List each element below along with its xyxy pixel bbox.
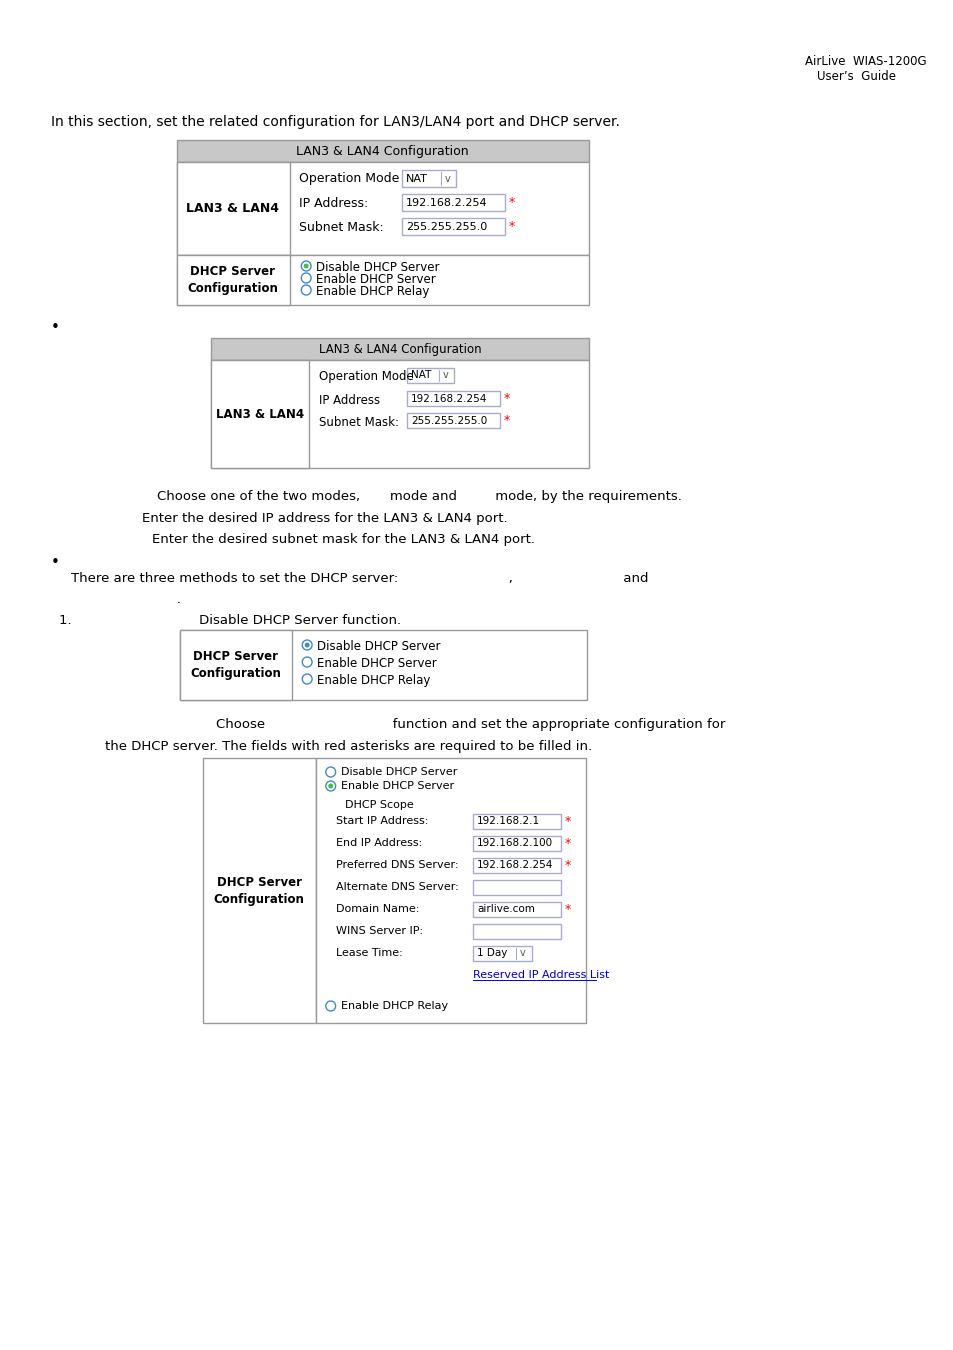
Text: There are three methods to set the DHCP server:                          ,      : There are three methods to set the DHCP … [71,572,647,585]
Bar [211,338,588,360]
Bar [407,369,454,383]
Text: *: * [563,815,570,828]
Text: v: v [519,949,525,958]
Bar [402,194,505,211]
Bar [473,946,532,961]
Text: DHCP Scope: DHCP Scope [345,801,414,810]
Text: 192.168.2.100: 192.168.2.100 [476,838,553,849]
Text: Subnet Mask:: Subnet Mask: [318,416,398,429]
Text: Enter the desired subnet mask for the LAN3 & LAN4 port.: Enter the desired subnet mask for the LA… [152,533,535,545]
Text: Enable DHCP Server: Enable DHCP Server [316,657,436,670]
Text: Enable DHCP Server: Enable DHCP Server [315,273,436,286]
Text: 255.255.255.0: 255.255.255.0 [406,221,487,231]
Text: LAN3 & LAN4 Configuration: LAN3 & LAN4 Configuration [296,144,469,158]
Text: *: * [563,837,570,850]
Text: LAN3 & LAN4: LAN3 & LAN4 [186,201,279,215]
Bar [203,757,315,1023]
Text: LAN3 & LAN4 Configuration: LAN3 & LAN4 Configuration [318,343,480,355]
Text: Lease Time:: Lease Time: [335,948,402,958]
Text: 192.168.2.254: 192.168.2.254 [411,393,487,404]
Circle shape [303,263,309,269]
Text: *: * [508,220,514,234]
Text: DHCP Server
Configuration: DHCP Server Configuration [187,265,277,296]
Text: Preferred DNS Server:: Preferred DNS Server: [335,860,457,869]
Text: Subnet Mask:: Subnet Mask: [299,221,384,234]
Text: the DHCP server. The fields with red asterisks are required to be filled in.: the DHCP server. The fields with red ast… [105,740,592,753]
Text: v: v [444,174,450,184]
Text: Disable DHCP Server: Disable DHCP Server [315,261,439,274]
Bar [176,162,289,255]
Text: AirLive  WIAS-1200G: AirLive WIAS-1200G [804,55,925,68]
Text: *: * [563,859,570,872]
Bar [473,923,560,940]
Text: *: * [508,196,514,209]
Text: .: . [112,593,180,606]
Bar [179,630,586,701]
Text: DHCP Server
Configuration: DHCP Server Configuration [213,876,304,906]
Text: NAT: NAT [406,174,428,184]
Bar [407,413,500,428]
Text: Enable DHCP Relay: Enable DHCP Relay [315,285,429,298]
Text: airlive.com: airlive.com [476,904,535,914]
Bar [473,880,560,895]
Text: Enable DHCP Server: Enable DHCP Server [340,782,454,791]
Text: 1 Day: 1 Day [476,949,507,958]
Text: 255.255.255.0: 255.255.255.0 [411,416,487,425]
Text: 192.168.2.254: 192.168.2.254 [476,860,553,871]
Bar [407,392,500,406]
Text: Enable DHCP Relay: Enable DHCP Relay [316,674,430,687]
Bar [402,170,456,188]
Text: Start IP Address:: Start IP Address: [335,815,428,826]
Bar [473,902,560,917]
Bar [211,360,309,468]
Text: LAN3 & LAN4: LAN3 & LAN4 [215,408,304,420]
Text: IP Address: IP Address [318,394,379,406]
Bar [176,140,588,162]
Text: In this section, set the related configuration for LAN3/LAN4 port and DHCP serve: In this section, set the related configu… [51,115,619,130]
Text: Reserved IP Address List: Reserved IP Address List [473,971,609,980]
Text: IP Address:: IP Address: [299,197,368,211]
Bar [211,360,588,468]
Bar [402,217,505,235]
Text: Disable DHCP Server: Disable DHCP Server [340,767,456,778]
Text: Choose                              function and set the appropriate configurati: Choose function and set the appropriate … [215,718,724,730]
Circle shape [304,643,310,648]
Text: Choose one of the two modes,       mode and         mode, by the requirements.: Choose one of the two modes, mode and mo… [157,490,681,504]
Text: •: • [51,320,60,335]
Text: v: v [442,370,448,381]
Bar [473,814,560,829]
Bar [176,255,289,305]
Text: Enable DHCP Relay: Enable DHCP Relay [340,1000,447,1011]
Text: Disable DHCP Server: Disable DHCP Server [316,640,440,653]
Circle shape [328,783,333,788]
Text: 1.                              Disable DHCP Server function.: 1. Disable DHCP Server function. [59,614,400,626]
Bar [179,630,293,701]
Text: WINS Server IP:: WINS Server IP: [335,926,422,936]
Text: Enter the desired IP address for the LAN3 & LAN4 port.: Enter the desired IP address for the LAN… [142,512,507,525]
Bar [473,859,560,873]
Text: *: * [503,414,509,427]
Bar [176,255,588,305]
Text: End IP Address:: End IP Address: [335,838,421,848]
Bar [176,162,588,255]
Text: Operation Mode: Operation Mode [318,370,414,383]
Text: Domain Name:: Domain Name: [335,904,418,914]
Text: 192.168.2.1: 192.168.2.1 [476,817,539,826]
Text: DHCP Server
Configuration: DHCP Server Configuration [190,649,281,680]
Text: 192.168.2.254: 192.168.2.254 [406,197,487,208]
Text: User’s  Guide: User’s Guide [817,70,896,82]
Text: Operation Mode: Operation Mode [299,171,399,185]
Text: *: * [503,392,509,405]
Bar [315,757,585,1023]
Text: *: * [563,903,570,917]
Text: NAT: NAT [411,370,431,381]
Bar [473,836,560,850]
Text: Alternate DNS Server:: Alternate DNS Server: [335,882,457,892]
Text: •: • [51,555,60,570]
